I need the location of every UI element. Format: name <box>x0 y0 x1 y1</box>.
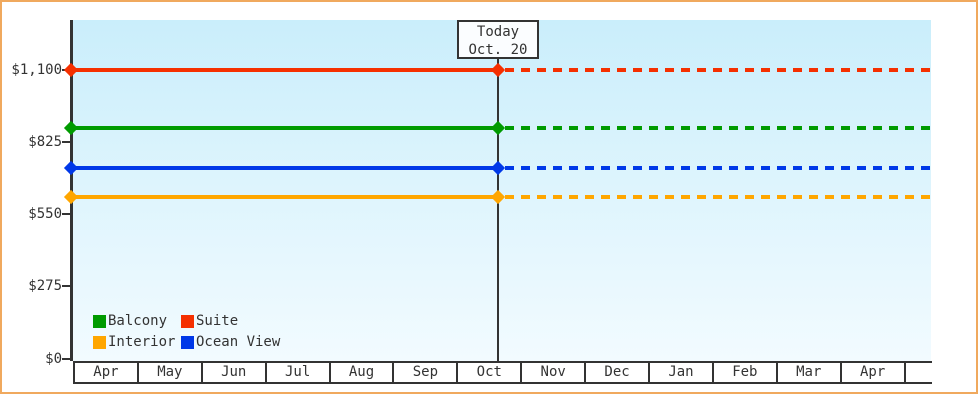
today-label: Today <box>476 24 520 40</box>
legend: Balcony Suite Interior Ocean View <box>93 312 280 351</box>
legend-swatch-interior <box>93 335 106 349</box>
x-axis-month-cell: Sep <box>392 363 456 382</box>
y-axis-tick-mark <box>62 285 71 288</box>
x-axis-month-cell: Oct <box>456 363 520 382</box>
y-axis-tick-mark <box>62 213 71 216</box>
legend-label: Interior <box>108 334 176 350</box>
series-line-ocean-view <box>71 166 498 171</box>
x-axis-month-cell: Feb <box>711 363 776 382</box>
today-vertical-line <box>497 59 499 361</box>
y-axis-tick-label: $0 <box>45 350 62 367</box>
legend-item-interior: Interior <box>93 333 181 351</box>
legend-label: Ocean View <box>196 334 281 350</box>
plot-area <box>73 20 931 361</box>
legend-label: Suite <box>196 313 239 329</box>
x-axis-month-cell: Nov <box>520 363 584 382</box>
series-line-interior <box>71 195 498 200</box>
legend-item-ocean-view: Ocean View <box>181 333 280 351</box>
legend-swatch-balcony <box>93 314 106 328</box>
legend-item-balcony: Balcony <box>93 312 181 330</box>
y-axis-tick-label: $825 <box>28 134 62 151</box>
legend-swatch-ocean-view <box>181 335 194 349</box>
x-axis-month-cell: May <box>136 363 201 382</box>
today-date-label: Oct. 20 <box>468 42 528 58</box>
y-axis-tick-mark <box>62 141 71 144</box>
y-axis-tick-label: $550 <box>28 206 62 223</box>
x-axis-month-cell: Jun <box>200 363 265 382</box>
x-axis-month-band: Apr May Jun Jul Aug Sep Oct Nov Dec Jan Feb Mar Apr <box>73 361 932 384</box>
series-projection-suite <box>505 68 931 72</box>
series-projection-interior <box>505 195 931 200</box>
series-line-balcony <box>71 125 498 130</box>
x-axis-month-cell: Mar <box>775 363 840 382</box>
series-projection-balcony <box>505 125 931 130</box>
x-axis-month-cell: Dec <box>584 363 648 382</box>
x-axis-month-cell: Apr <box>839 363 904 382</box>
x-axis-empty-cell <box>903 363 932 382</box>
today-marker-box: Today Oct. 20 <box>457 20 539 59</box>
y-axis-tick-label: $1,100 <box>11 62 62 78</box>
x-axis-month-cell: Apr <box>73 363 137 382</box>
x-axis-month-cell: Jul <box>264 363 329 382</box>
legend-label: Balcony <box>108 313 168 329</box>
x-axis-month-cell: Jan <box>648 363 712 382</box>
y-axis-tick-label: $275 <box>28 278 62 295</box>
series-projection-ocean-view <box>505 166 931 171</box>
legend-item-suite: Suite <box>181 312 280 330</box>
legend-swatch-suite <box>181 314 194 328</box>
x-axis-month-cell: Aug <box>328 363 393 382</box>
y-axis-tick-mark <box>62 357 71 360</box>
series-line-suite <box>71 68 498 72</box>
